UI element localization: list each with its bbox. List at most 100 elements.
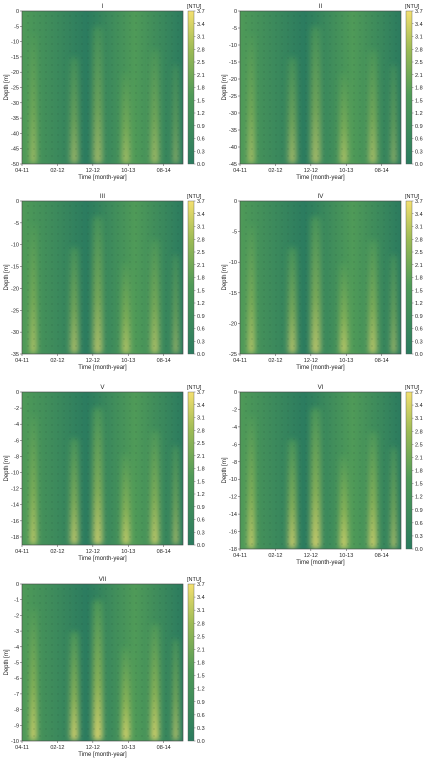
colorbar-tick-label: 3.1 <box>197 35 205 41</box>
plot-frame <box>239 391 402 550</box>
y-tick-label: -16 <box>229 530 237 536</box>
colorbar <box>187 10 195 165</box>
colorbar-unit-label: [NTU] <box>405 194 420 200</box>
colorbar-tick-label: 3.1 <box>415 225 423 231</box>
colorbar <box>405 10 413 165</box>
colorbar-tick-label: 3.7 <box>197 582 205 588</box>
colorbar-tick-label: 1.5 <box>197 674 205 680</box>
heatmap-bands <box>248 216 397 354</box>
y-tick-label: -20 <box>11 286 19 292</box>
colorbar-tick-label: 2.1 <box>415 263 423 269</box>
turbidity-plume <box>92 216 103 354</box>
colorbar-tick-label: 2.5 <box>415 60 423 66</box>
colorbar-unit-label: [NTU] <box>187 4 202 10</box>
x-tick-label: 08-14 <box>375 358 389 364</box>
y-tick-label: -35 <box>11 352 19 358</box>
heatmap-bands <box>30 599 179 741</box>
panel-title: VII <box>99 576 107 583</box>
y-tick-label: -30 <box>11 101 19 107</box>
colorbar-tick-label: 0.9 <box>197 700 205 706</box>
y-tick-label: -10 <box>229 260 237 266</box>
colorbar-tick-label: 1.8 <box>197 276 205 282</box>
heatmap-bands <box>30 407 179 545</box>
colorbar-tick-label: 0.0 <box>197 352 205 358</box>
colorbar-tick-label: 3.4 <box>415 212 423 218</box>
y-tick-label: -7 <box>14 692 19 698</box>
colorbar-tick-label: 0.3 <box>415 339 423 345</box>
turbidity-plume <box>70 246 79 354</box>
turbidity-plume <box>173 254 179 354</box>
y-axis-label: Depth [m] <box>222 74 228 100</box>
x-tick-label: 10-13 <box>339 358 353 364</box>
y-tick-label: -4 <box>14 645 19 651</box>
plot-frame <box>239 10 402 165</box>
y-tick-label: 0 <box>16 582 19 588</box>
x-tick-label: 10-13 <box>121 168 135 174</box>
turbidity-plume <box>30 607 37 741</box>
colorbar-tick-label: 0.0 <box>197 162 205 168</box>
colorbar-tick-label: 1.5 <box>197 288 205 294</box>
panel-title: I <box>102 3 104 10</box>
y-tick-label: -15 <box>11 55 19 61</box>
colorbar-tick-label: 0.6 <box>415 521 423 527</box>
y-tick-label: -5 <box>232 26 237 32</box>
colorbar-tick-label: 2.5 <box>197 634 205 640</box>
colorbar-tick-label: 3.4 <box>415 403 423 409</box>
colorbar-tick-label: 3.1 <box>197 225 205 231</box>
heatmap-bands <box>248 26 397 164</box>
y-tick-label: 0 <box>234 9 237 15</box>
turbidity-plume <box>173 445 179 545</box>
colorbar-tick-label: 2.5 <box>197 441 205 447</box>
x-tick-label: 08-14 <box>157 745 171 751</box>
y-tick-label: -9 <box>14 723 19 729</box>
turbidity-plume <box>92 599 103 741</box>
colorbar-tick-label: 1.8 <box>415 86 423 92</box>
turbidity-plume <box>121 646 130 741</box>
y-tick-label: -2 <box>232 407 237 413</box>
turbidity-plume <box>339 72 348 164</box>
colorbar-unit-label: [NTU] <box>405 385 420 391</box>
x-tick-label: 12-12 <box>86 358 100 364</box>
colorbar-tick-label: 0.6 <box>415 137 423 143</box>
colorbar <box>187 583 195 742</box>
x-tick-label: 02-12 <box>268 168 282 174</box>
y-tick-label: -8 <box>14 454 19 460</box>
x-tick-label: 12-12 <box>304 168 318 174</box>
x-tick-label: 04-11 <box>233 168 247 174</box>
y-tick-label: -10 <box>11 471 19 477</box>
turbidity-plume <box>248 33 255 164</box>
plot-frame <box>239 200 402 355</box>
colorbar-tick-label: 2.8 <box>415 237 423 243</box>
colorbar-tick-label: 3.1 <box>197 608 205 614</box>
y-tick-label: -14 <box>11 503 19 509</box>
x-tick-label: 02-12 <box>268 553 282 559</box>
colorbar-tick-label: 1.5 <box>415 482 423 488</box>
sampling-points <box>245 396 397 545</box>
x-axis-label: Time [month-year] <box>296 560 345 566</box>
x-tick-label: 08-14 <box>157 168 171 174</box>
y-tick-label: -20 <box>229 77 237 83</box>
x-tick-label: 12-12 <box>304 358 318 364</box>
x-axis-label: Time [month-year] <box>78 365 127 371</box>
x-tick-label: 08-14 <box>157 358 171 364</box>
colorbar-tick-label: 0.0 <box>197 543 205 549</box>
colorbar-tick-label: 2.8 <box>197 428 205 434</box>
y-tick-label: -18 <box>11 535 19 541</box>
y-tick-label: -5 <box>14 24 19 30</box>
panel-title: V <box>100 384 105 391</box>
y-tick-label: -18 <box>229 547 237 553</box>
y-tick-label: -5 <box>14 221 19 227</box>
colorbar-tick-label: 1.8 <box>415 469 423 475</box>
y-tick-label: 0 <box>16 9 19 15</box>
colorbar-tick-label: 2.5 <box>415 250 423 256</box>
y-tick-label: -15 <box>229 60 237 66</box>
panel-title: III <box>100 193 105 200</box>
turbidity-plume <box>121 262 130 354</box>
y-tick-label: -6 <box>14 676 19 682</box>
colorbar-tick-label: 0.0 <box>415 352 423 358</box>
y-tick-label: -25 <box>11 86 19 92</box>
y-axis-label: Depth [m] <box>4 264 10 290</box>
colorbar-tick-label: 1.5 <box>415 98 423 104</box>
